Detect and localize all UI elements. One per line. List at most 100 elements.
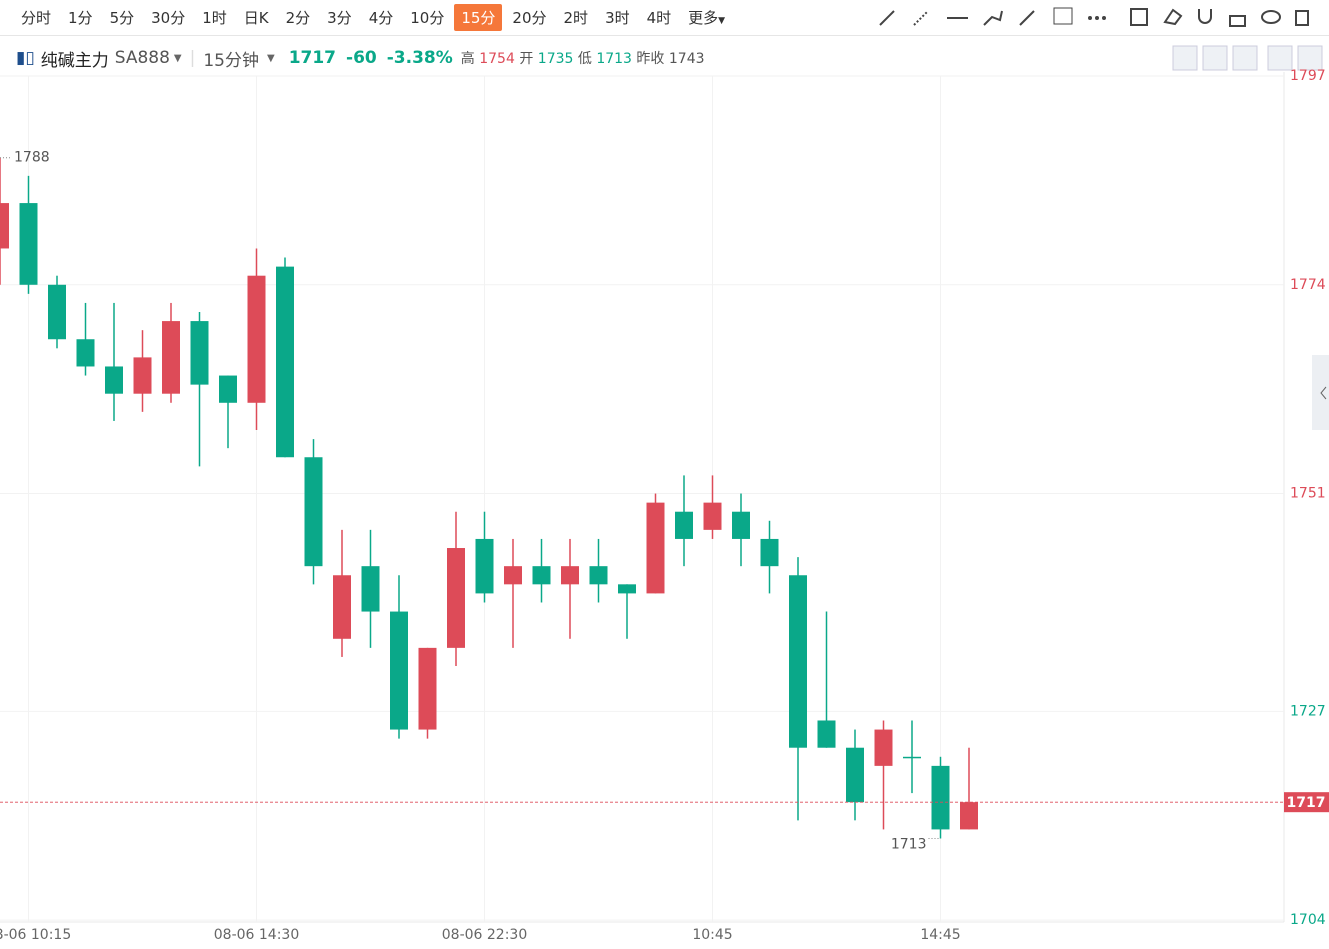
candle-body bbox=[162, 321, 180, 394]
last-price-box bbox=[1284, 792, 1329, 813]
tool-fib[interactable] bbox=[1053, 7, 1073, 25]
btn[interactable] bbox=[1202, 45, 1228, 71]
x-tick-label: 08-06 10:15 bbox=[0, 927, 71, 943]
y-tick-label: 1704 bbox=[1290, 912, 1326, 928]
period-button[interactable]: 10分 bbox=[410, 9, 445, 27]
sep: | bbox=[189, 48, 196, 68]
y-tick-label: 1797 bbox=[1290, 68, 1326, 84]
tool-segment[interactable] bbox=[1019, 10, 1035, 26]
dropdown[interactable]: ▼ bbox=[173, 52, 182, 64]
period-button[interactable]: 日K bbox=[243, 9, 269, 27]
candle-body bbox=[390, 611, 408, 730]
candle-body bbox=[874, 729, 893, 766]
header: ▮▯ 纯碱主力 SA888 ▼ | 15分钟 ▼ 1717 -60 -3.38%… bbox=[0, 42, 1329, 74]
period-button[interactable]: 更多▼ bbox=[688, 9, 726, 27]
candle-body bbox=[532, 566, 551, 585]
x-tick-label: 08-06 14:30 bbox=[214, 927, 299, 943]
candle-body bbox=[732, 511, 750, 539]
btn[interactable] bbox=[1297, 45, 1323, 71]
period-button[interactable]: 4分 bbox=[368, 9, 394, 27]
logo: ▮▯ bbox=[16, 48, 35, 68]
toolbar: 分时 1分 5分 30分 1时 日K 2分 3分 4分 10分 15分 20分 2时 3时 4时 更多▼ bbox=[0, 0, 1329, 36]
value: 1754 bbox=[479, 51, 515, 67]
tool-delete[interactable] bbox=[1295, 10, 1309, 26]
candle-body bbox=[846, 747, 864, 803]
candle-body bbox=[618, 584, 636, 594]
dropdown[interactable]: ▼ bbox=[266, 52, 275, 64]
y-tick-label: 1727 bbox=[1290, 703, 1326, 719]
candle-body bbox=[361, 566, 380, 612]
candle-body bbox=[760, 538, 779, 567]
candle-body bbox=[675, 511, 693, 539]
stats: 高 1754 开 1735 低 1713 昨收 1743 bbox=[461, 48, 705, 68]
btn[interactable] bbox=[1232, 45, 1258, 71]
candle-body bbox=[561, 566, 579, 585]
candle-body bbox=[703, 502, 722, 530]
period-button[interactable]: 15分 bbox=[454, 4, 503, 31]
caret: ▼ bbox=[718, 16, 726, 26]
candle-body bbox=[817, 720, 836, 748]
tool-magnet[interactable] bbox=[1198, 9, 1212, 24]
candle-body bbox=[105, 366, 123, 394]
code[interactable]: SA888 bbox=[114, 48, 170, 68]
period-button[interactable]: 3分 bbox=[327, 9, 352, 27]
candle-body bbox=[418, 647, 437, 730]
price: 1717 bbox=[288, 48, 337, 68]
period-button[interactable]: 分时 bbox=[21, 9, 52, 27]
tool-dash[interactable] bbox=[913, 10, 929, 26]
icons bbox=[879, 7, 1323, 71]
side-handle[interactable] bbox=[1312, 355, 1329, 430]
period-button[interactable]: 1分 bbox=[68, 9, 93, 27]
period[interactable]: 15分钟 bbox=[203, 50, 259, 71]
tool-eye[interactable] bbox=[1261, 10, 1281, 24]
y-tick-label: 1774 bbox=[1290, 277, 1326, 293]
x-tick-label: 08-06 22:30 bbox=[442, 927, 527, 943]
tool-path[interactable] bbox=[983, 10, 1003, 26]
tool-note[interactable] bbox=[1130, 8, 1148, 26]
candle-body bbox=[247, 275, 266, 403]
x-tick-label: 14:45 bbox=[920, 927, 960, 943]
candle-body bbox=[219, 375, 237, 403]
candle-body bbox=[333, 575, 351, 639]
candle-body bbox=[903, 756, 921, 759]
period-button[interactable]: 2分 bbox=[285, 9, 311, 27]
change: -60 bbox=[346, 48, 377, 68]
x-tick-label: 10:45 bbox=[692, 927, 732, 943]
btn[interactable] bbox=[1172, 45, 1198, 71]
period-button[interactable]: 30分 bbox=[151, 9, 186, 27]
tool-ray[interactable] bbox=[879, 10, 895, 26]
value: 1713 bbox=[596, 51, 632, 67]
y-tick-label: 1751 bbox=[1290, 486, 1326, 502]
period-button[interactable]: 4时 bbox=[646, 9, 672, 27]
tool-lock[interactable] bbox=[1229, 15, 1246, 27]
chevron bbox=[1320, 386, 1327, 400]
candle-body bbox=[0, 203, 9, 249]
candle-body bbox=[276, 266, 294, 458]
value: 1735 bbox=[537, 51, 574, 67]
candle-body bbox=[960, 802, 978, 830]
period-button[interactable]: 2时 bbox=[563, 9, 589, 27]
tool-eraser[interactable] bbox=[1163, 8, 1183, 26]
tool-more[interactable] bbox=[1088, 16, 1092, 20]
candle-body bbox=[190, 321, 209, 385]
last-price-label: 1717 bbox=[1287, 795, 1326, 811]
name: 纯碱主力 bbox=[40, 50, 109, 71]
candle-body bbox=[76, 339, 95, 367]
candle-body bbox=[504, 566, 522, 585]
period-button[interactable]: 20分 bbox=[512, 9, 547, 27]
high-label: 1788 bbox=[14, 150, 50, 166]
btn[interactable] bbox=[1267, 45, 1293, 71]
candle-body bbox=[789, 575, 807, 748]
change-pct: -3.38% bbox=[386, 48, 453, 68]
label: 低 bbox=[577, 51, 592, 67]
candle-body bbox=[475, 538, 494, 594]
label: 开 bbox=[519, 51, 534, 67]
period-button[interactable]: 3时 bbox=[605, 9, 630, 27]
candle-body bbox=[646, 502, 665, 594]
candle-body bbox=[447, 548, 465, 648]
period-button[interactable]: 5分 bbox=[109, 9, 135, 27]
low-label: 1713 bbox=[891, 836, 927, 852]
period-button[interactable]: 1时 bbox=[202, 9, 227, 27]
